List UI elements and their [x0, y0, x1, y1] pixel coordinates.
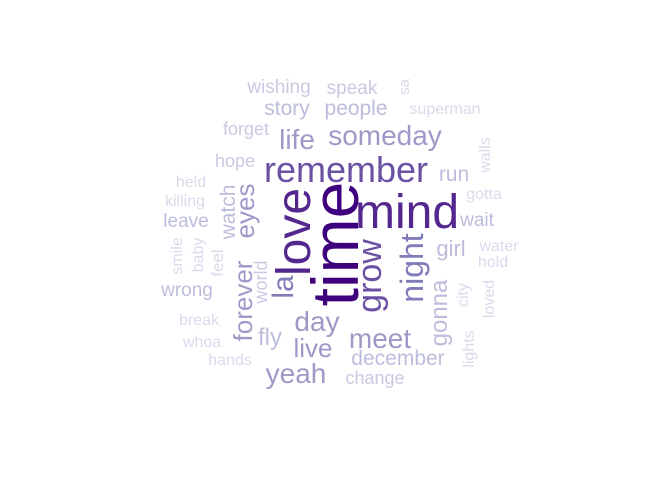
- word-gotta: gotta: [466, 186, 502, 203]
- word-run: run: [439, 163, 469, 186]
- word-remember: remember: [264, 149, 428, 190]
- word-night: night: [394, 233, 430, 303]
- word-loved: loved: [481, 280, 498, 318]
- word-december: december: [351, 347, 444, 370]
- word-grow: grow: [351, 239, 389, 313]
- word-la: la: [267, 275, 300, 299]
- word-whoa: whoa: [182, 334, 221, 351]
- word-sa: sa: [396, 78, 413, 95]
- word-love: love: [268, 188, 321, 276]
- word-change: change: [345, 368, 404, 388]
- word-day: day: [294, 306, 339, 337]
- word-baby: baby: [190, 238, 207, 273]
- word-fly: fly: [258, 324, 282, 351]
- word-world: world: [251, 260, 271, 304]
- word-life: life: [279, 124, 315, 155]
- word-forget: forget: [223, 119, 269, 139]
- word-feel: feel: [208, 249, 227, 276]
- word-time: time: [298, 182, 372, 307]
- word-watch: watch: [217, 185, 240, 241]
- word-hope: hope: [215, 151, 255, 171]
- word-break: break: [179, 312, 220, 329]
- word-gonna: gonna: [426, 279, 453, 346]
- word-smile: smile: [169, 237, 186, 274]
- word-meet: meet: [349, 323, 411, 354]
- word-held: held: [176, 174, 206, 191]
- word-wishing: wishing: [246, 77, 310, 98]
- word-city: city: [455, 283, 472, 307]
- word-mind: mind: [355, 186, 459, 239]
- word-superman: superman: [409, 101, 480, 118]
- word-forever: forever: [228, 260, 258, 341]
- word-yeah: yeah: [266, 358, 327, 389]
- word-wrong: wrong: [160, 280, 213, 301]
- word-leave: leave: [163, 211, 208, 232]
- word-water: water: [478, 238, 519, 255]
- word-story: story: [264, 97, 310, 120]
- word-lights: lights: [461, 330, 478, 367]
- word-girl: girl: [436, 236, 465, 261]
- word-speak: speak: [327, 78, 378, 99]
- word-killing: killing: [165, 193, 205, 210]
- word-live: live: [293, 333, 332, 363]
- word-someday: someday: [328, 120, 442, 151]
- word-wait: wait: [459, 210, 495, 231]
- word-hold: hold: [478, 254, 508, 271]
- word-hands: hands: [208, 352, 252, 369]
- word-eyes: eyes: [230, 184, 260, 239]
- word-people: people: [324, 97, 387, 120]
- word-walls: walls: [477, 137, 494, 174]
